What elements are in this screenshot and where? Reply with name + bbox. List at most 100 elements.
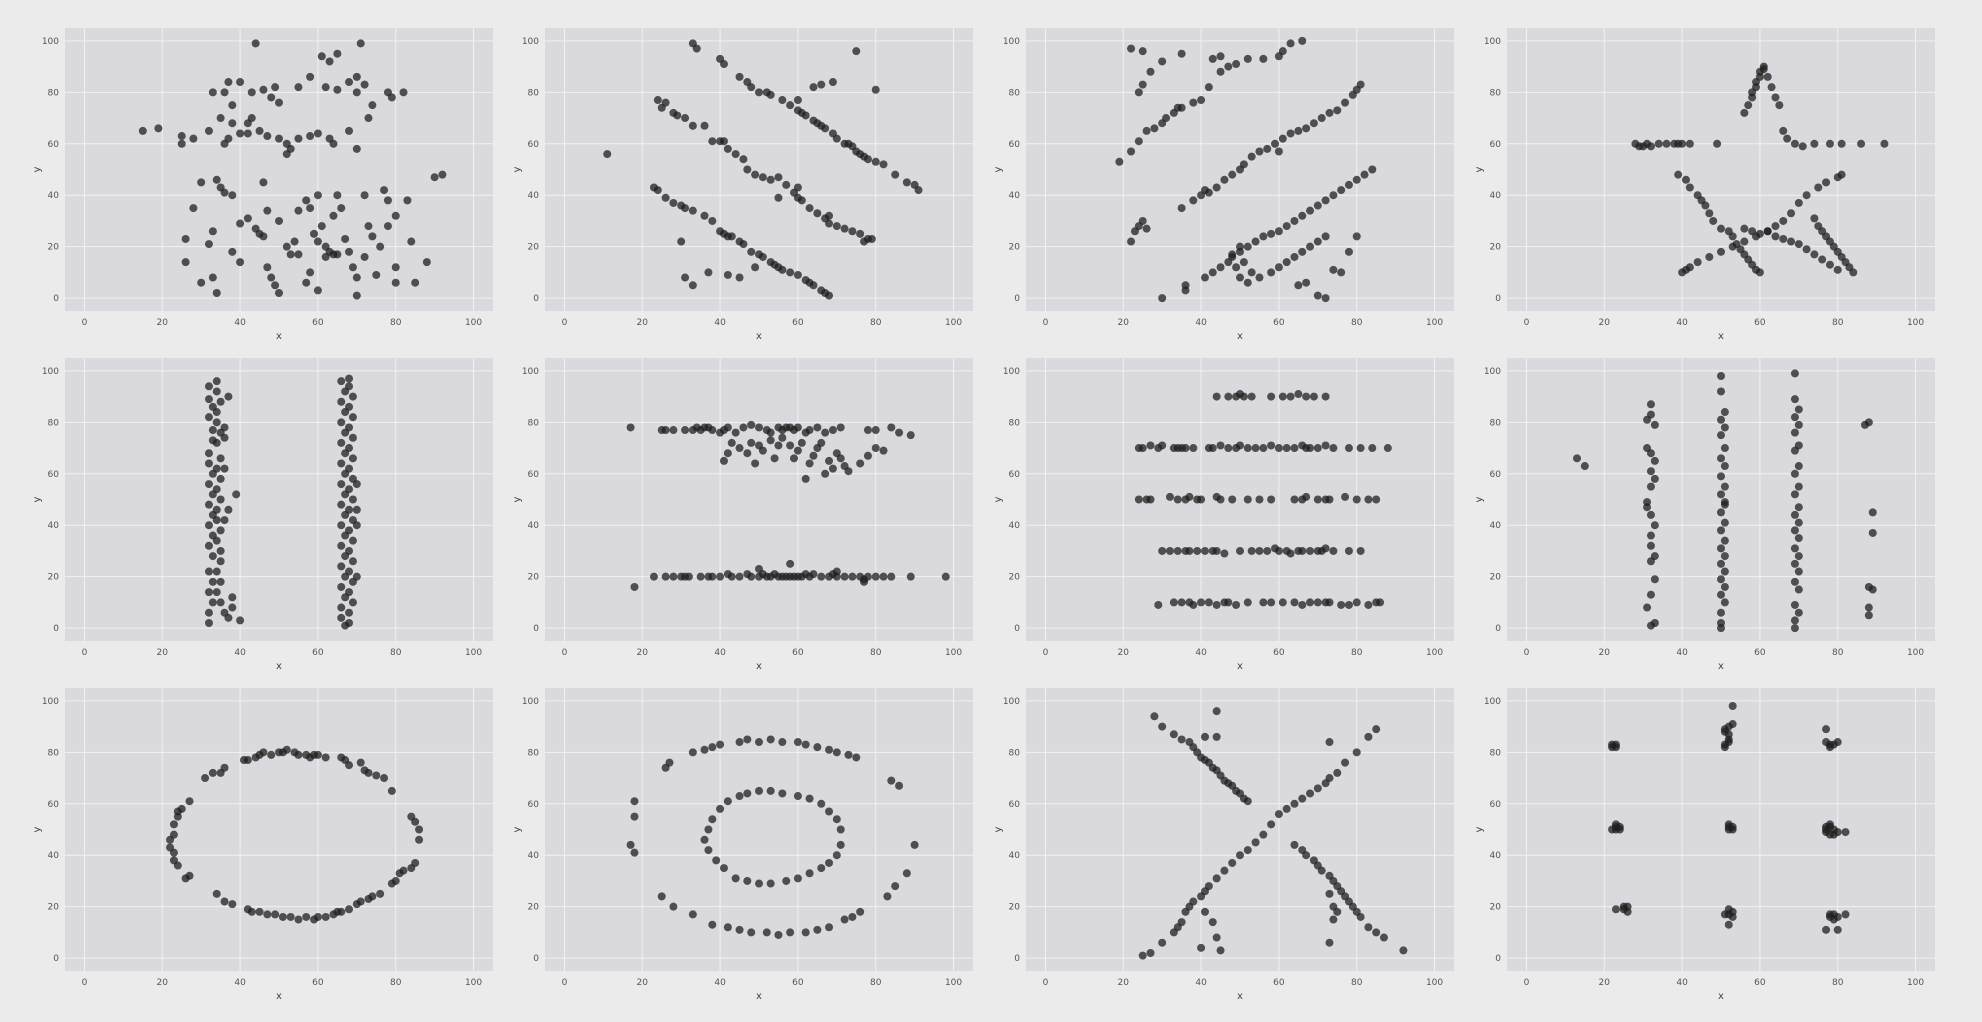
scatter-point xyxy=(1650,521,1659,530)
scatter-point xyxy=(1650,420,1659,429)
scatter-point xyxy=(352,521,361,530)
scatter-plot-svg: 0 20 40 60 80 100 0 20 40 60 80 100 x y xyxy=(32,688,493,1002)
scatter-point xyxy=(430,173,439,182)
scatter-point xyxy=(212,464,221,473)
scatter-point xyxy=(329,250,338,259)
scatter-point xyxy=(1247,392,1256,401)
scatter-point xyxy=(1274,147,1283,156)
scatter-point xyxy=(836,825,845,834)
scatter-point xyxy=(1728,702,1737,711)
scatter-point xyxy=(197,278,206,287)
scatter-point xyxy=(422,258,431,267)
scatter-point xyxy=(1236,273,1244,282)
scatter-panel-circle: 0 20 40 60 80 100 0 20 40 60 80 100 x y xyxy=(30,680,510,1010)
scatter-point xyxy=(345,618,354,627)
scatter-point xyxy=(700,745,709,754)
scatter-point xyxy=(1177,49,1186,58)
scatter-point xyxy=(813,209,822,218)
scatter-point xyxy=(313,237,322,246)
y-tick-label: 100 xyxy=(1484,367,1501,377)
x-tick-label: 20 xyxy=(637,318,649,328)
scatter-point xyxy=(1790,526,1799,535)
scatter-point xyxy=(825,456,834,465)
scatter-point xyxy=(181,874,190,883)
scatter-point xyxy=(1650,456,1659,465)
scatter-point xyxy=(345,761,354,770)
scatter-point xyxy=(1717,454,1725,463)
scatter-point xyxy=(778,265,787,274)
y-tick-label: 60 xyxy=(1009,800,1021,810)
scatter-point xyxy=(1127,237,1136,246)
x-tick-label: 20 xyxy=(1599,648,1611,658)
scatter-point xyxy=(177,804,186,813)
x-tick-label: 60 xyxy=(312,318,324,328)
scatter-point xyxy=(1208,268,1217,277)
scatter-point xyxy=(1138,216,1147,225)
scatter-point xyxy=(220,423,229,432)
scatter-point xyxy=(1759,62,1768,71)
scatter-point xyxy=(1173,546,1182,555)
x-tick-label: 80 xyxy=(390,648,402,658)
scatter-point xyxy=(1771,232,1780,241)
scatter-point xyxy=(220,464,229,473)
scatter-point xyxy=(341,234,350,243)
scatter-point xyxy=(399,88,408,97)
scatter-plot-svg: 0 20 40 60 80 100 0 20 40 60 80 100 x y xyxy=(32,358,493,672)
scatter-point xyxy=(302,912,311,921)
scatter-point xyxy=(348,495,357,504)
scatter-point xyxy=(376,242,385,251)
scatter-point xyxy=(220,188,229,197)
scatter-point xyxy=(1790,428,1799,437)
scatter-point xyxy=(1169,928,1178,937)
scatter-point xyxy=(313,750,322,759)
scatter-point xyxy=(766,879,775,888)
scatter-point xyxy=(383,222,392,231)
scatter-point xyxy=(216,577,225,586)
scatter-point xyxy=(1185,492,1194,501)
scatter-point xyxy=(345,444,354,453)
y-axis-label: y xyxy=(1474,826,1485,832)
scatter-point xyxy=(1282,444,1291,453)
scatter-point xyxy=(189,204,198,213)
x-tick-label: 0 xyxy=(1524,978,1530,988)
y-tick-label: 20 xyxy=(48,243,60,253)
y-tick-label: 40 xyxy=(528,851,540,861)
scatter-point xyxy=(352,505,361,514)
x-tick-label: 80 xyxy=(870,648,882,658)
scatter-point xyxy=(1200,732,1209,741)
scatter-point xyxy=(1794,198,1803,207)
scatter-point xyxy=(1790,395,1799,404)
scatter-point xyxy=(313,129,322,138)
scatter-point xyxy=(204,395,213,404)
y-tick-label: 60 xyxy=(528,140,540,150)
x-tick-label: 60 xyxy=(312,978,324,988)
scatter-point xyxy=(1239,160,1248,169)
scatter-point xyxy=(1573,454,1582,463)
scatter-point xyxy=(1158,938,1167,947)
scatter-point xyxy=(1783,134,1792,143)
scatter-point xyxy=(797,196,806,205)
scatter-point xyxy=(1864,603,1873,612)
y-tick-label: 40 xyxy=(528,521,540,531)
scatter-point xyxy=(661,426,670,435)
scatter-point xyxy=(879,160,888,169)
y-tick-label: 40 xyxy=(1009,521,1021,531)
scatter-point xyxy=(891,882,900,891)
scatter-point xyxy=(743,876,752,885)
scatter-point xyxy=(1356,80,1365,89)
scatter-point xyxy=(832,851,841,860)
plot-background xyxy=(1507,688,1935,971)
scatter-point xyxy=(1302,124,1311,133)
scatter-point xyxy=(216,397,225,406)
scatter-point xyxy=(1236,851,1244,860)
scatter-point xyxy=(345,588,354,597)
scatter-point xyxy=(356,39,365,48)
scatter-point xyxy=(821,469,830,478)
scatter-point xyxy=(1197,598,1206,607)
scatter-point xyxy=(1321,232,1330,241)
scatter-point xyxy=(1337,268,1346,277)
scatter-point xyxy=(1177,103,1186,112)
scatter-point xyxy=(661,572,670,581)
scatter-point xyxy=(1232,600,1241,609)
scatter-point xyxy=(177,132,186,141)
